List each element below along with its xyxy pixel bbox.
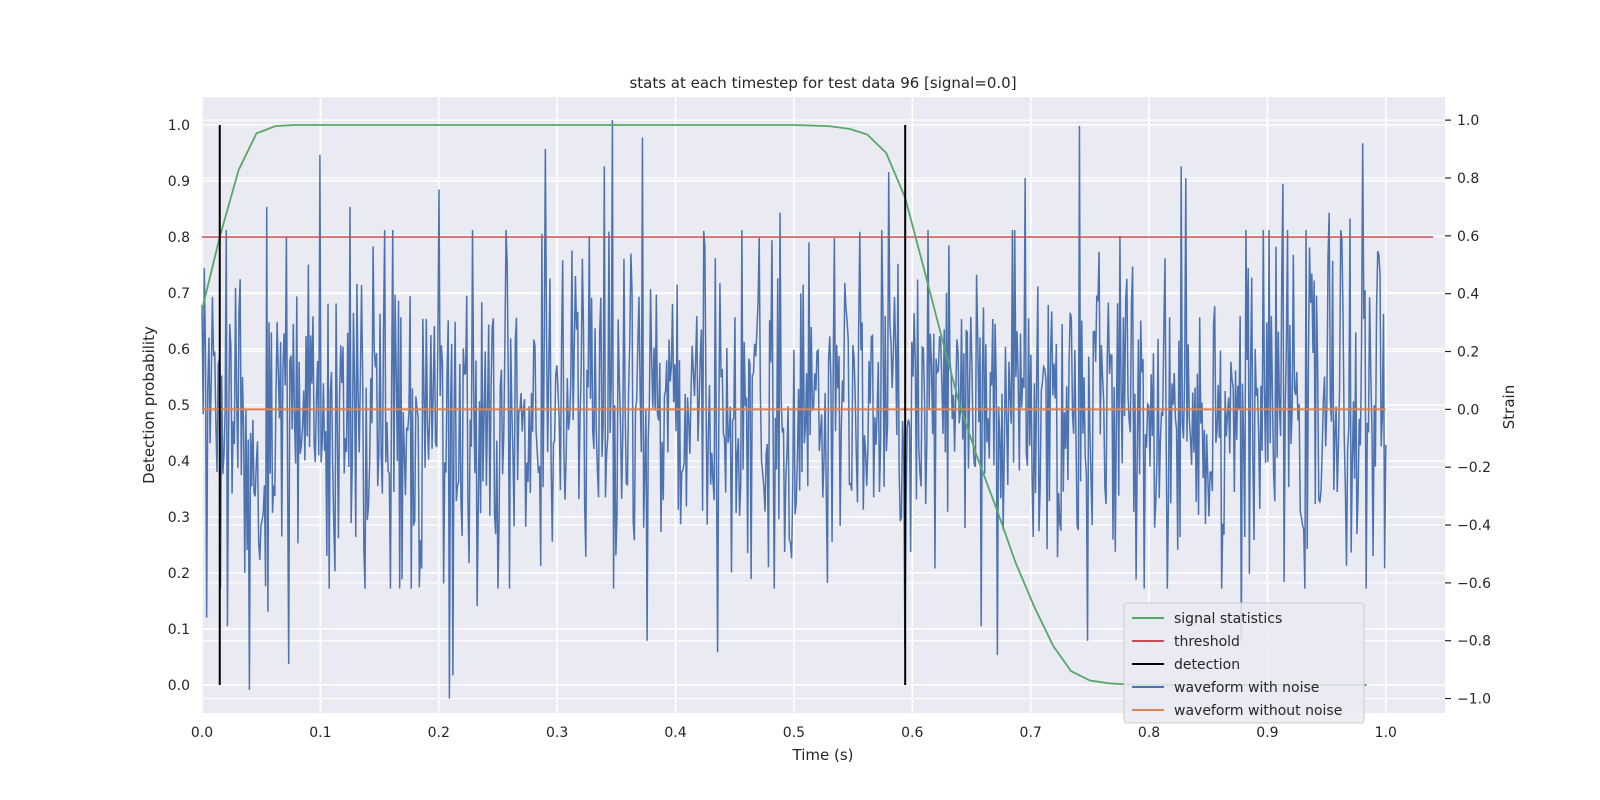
y-left-tick-label: 0.0 <box>168 678 190 694</box>
x-tick-label: 0.1 <box>309 725 331 741</box>
x-tick-label: 0.4 <box>664 725 686 741</box>
y-left-tick-label: 0.9 <box>168 174 190 190</box>
x-axis-ticks: 0.0 0.1 0.2 0.3 0.4 0.5 0.6 0.7 0.8 0.9 1.0 <box>191 725 1397 741</box>
y-right-tick-label: −1.0 <box>1457 692 1491 708</box>
legend-box <box>1123 602 1365 724</box>
x-tick-label: 0.8 <box>1138 725 1160 741</box>
legend-label: waveform with noise <box>1174 680 1319 696</box>
y-right-tick-label: 0.0 <box>1457 402 1479 418</box>
y-left-tick-label: 0.8 <box>168 230 190 246</box>
y-right-axis-label: Strain <box>1500 385 1518 429</box>
y-left-tick-label: 0.7 <box>168 286 190 302</box>
y-right-tick-label: 0.8 <box>1457 171 1479 187</box>
y-right-tick-label: 0.4 <box>1457 287 1479 303</box>
y-right-tick-label: −0.2 <box>1457 460 1491 476</box>
x-axis-label: Time (s) <box>792 746 854 764</box>
y-right-tick-label: −0.6 <box>1457 576 1491 592</box>
legend-label: signal statistics <box>1174 611 1282 627</box>
chart-title: stats at each timestep for test data 96 … <box>629 74 1016 92</box>
y-right-tick-label: 1.0 <box>1457 113 1479 129</box>
x-tick-label: 0.7 <box>1020 725 1042 741</box>
y-right-tick-label: 0.2 <box>1457 344 1479 360</box>
y-left-tick-label: 0.3 <box>168 510 190 526</box>
x-tick-label: 0.3 <box>546 725 568 741</box>
y-right-tick-label: 0.6 <box>1457 229 1479 245</box>
x-tick-label: 1.0 <box>1375 725 1397 741</box>
x-tick-label: 0.0 <box>191 725 213 741</box>
series-waveform-with-noise <box>201 120 1387 699</box>
y-left-axis-ticks: 0.0 0.1 0.2 0.3 0.4 0.5 0.6 0.7 0.8 0.9 1.0 <box>168 118 190 694</box>
y-right-axis-ticks: −1.0 −0.8 −0.6 −0.4 −0.2 0.0 0.2 0.4 0.6 0.8 1.0 <box>1445 113 1491 708</box>
y-left-tick-label: 1.0 <box>168 118 190 134</box>
x-tick-label: 0.6 <box>901 725 923 741</box>
series-layer <box>201 120 1434 699</box>
y-left-tick-label: 0.4 <box>168 454 190 470</box>
legend-label: threshold <box>1174 634 1240 650</box>
x-tick-label: 0.5 <box>783 725 805 741</box>
legend: signal statistics threshold detection wavef… <box>1123 602 1365 724</box>
y-left-tick-label: 0.2 <box>168 566 190 582</box>
y-left-tick-label: 0.6 <box>168 342 190 358</box>
y-right-tick-label: −0.4 <box>1457 518 1491 534</box>
y-left-axis-label: Detection probability <box>140 326 158 484</box>
y-left-tick-label: 0.5 <box>168 398 190 414</box>
legend-label: detection <box>1174 657 1240 673</box>
x-tick-label: 0.2 <box>428 725 450 741</box>
y-right-tick-label: −0.8 <box>1457 634 1491 650</box>
y-left-tick-label: 0.1 <box>168 622 190 638</box>
x-tick-label: 0.9 <box>1256 725 1278 741</box>
legend-label: waveform without noise <box>1174 703 1342 719</box>
